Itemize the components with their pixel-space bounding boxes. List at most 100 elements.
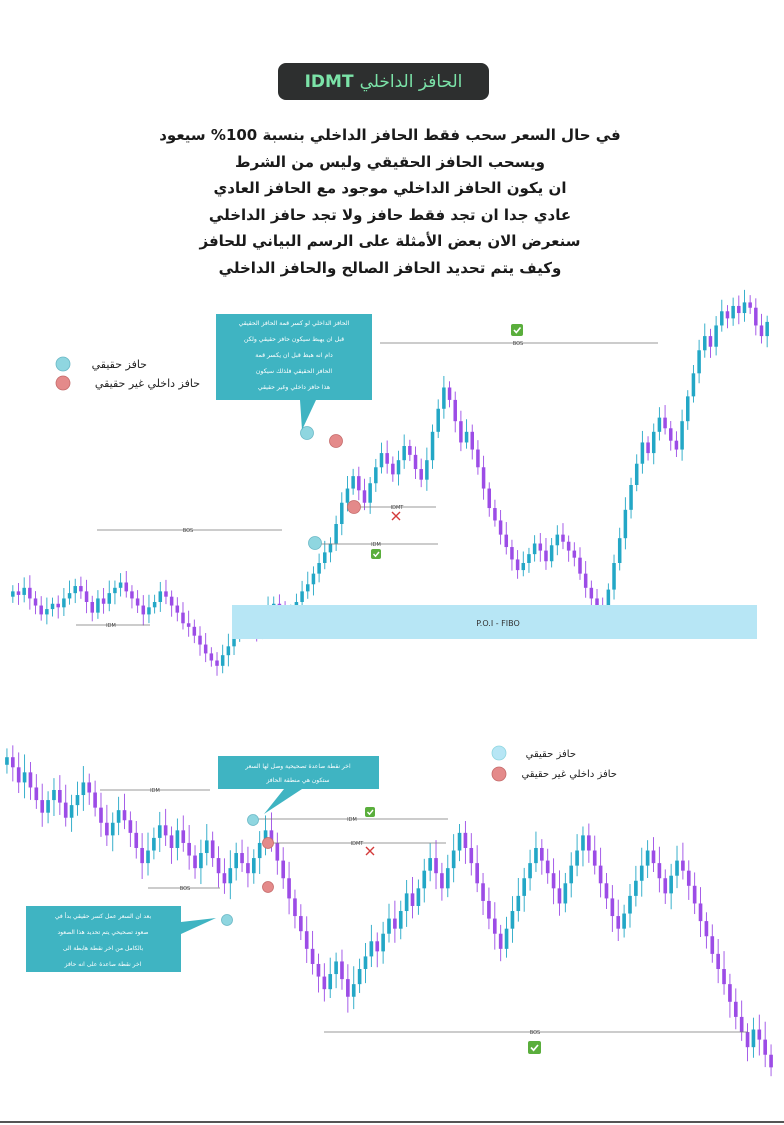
candle-bear [440, 873, 444, 889]
candle-bull [62, 598, 66, 608]
candle-bear [419, 469, 423, 480]
candle-bear [589, 587, 594, 599]
candle-bear [222, 873, 227, 884]
candle-bear [551, 873, 556, 889]
candle-bull [628, 895, 632, 914]
candle-bear [322, 976, 327, 990]
callout-line: اخر نقطة صاعدة تصحيحية وصل لها السعر [244, 763, 351, 770]
candle-bear [592, 850, 597, 866]
candle-bear [375, 941, 380, 952]
legend-true-icon [491, 745, 507, 761]
candle-bear [504, 534, 509, 548]
candle-bull [521, 563, 526, 571]
candle-bear [393, 918, 397, 929]
candle-bear [663, 878, 668, 894]
candle-bear [130, 591, 134, 599]
candle-bull [464, 431, 469, 443]
candle-bear [475, 863, 479, 884]
candle-bull [691, 373, 696, 397]
candle-bull [436, 408, 440, 432]
candle-bear [587, 835, 591, 851]
candle-bear [181, 830, 186, 843]
candle-bear [269, 830, 274, 843]
callout-line: بعد ان السعر عمل كسر حقيقي بدأ في [55, 912, 152, 920]
candle-bear [164, 591, 168, 597]
intro-line: ويسحب الحافز الحقيقي وليس من الشرط [235, 152, 545, 171]
legend-fake-label: حافز داخلي غير حقيقي [95, 377, 200, 390]
intro-line: في حال السعر سحب فقط الحافز الداخلي بنسب… [159, 126, 621, 144]
candle-bear [453, 399, 457, 422]
candle-bear [281, 860, 286, 879]
callout-line: هذا حافز داخلي وغير حقيقي [258, 384, 330, 391]
candle-bear [293, 898, 297, 917]
legend-true-icon [55, 356, 71, 372]
candle-bull [404, 893, 409, 912]
candle-bull [425, 460, 429, 480]
candle-bull [742, 302, 747, 314]
candle-bull [368, 483, 372, 503]
callout-box: الحافز الداخلي لو كسر قمة الحافز الحقيقي… [216, 314, 372, 430]
candle-bear [198, 635, 202, 645]
candle-bear [186, 623, 191, 627]
candle-bear [210, 840, 215, 859]
candle-bear [725, 311, 730, 319]
candle-bear [362, 490, 367, 503]
candle-bear [410, 893, 415, 906]
candle-bear [34, 787, 39, 801]
candle-bull [640, 442, 645, 464]
fake-idm-marker [329, 434, 343, 448]
candle-bull [146, 850, 150, 864]
candle-bear [470, 431, 474, 450]
candle-bull [714, 325, 718, 347]
legend-true-label: حافز حقيقي [92, 358, 147, 371]
callout-line: ستكون هي منطقة الحافز [265, 777, 329, 784]
true-idm-marker [221, 914, 233, 926]
candle-bear [134, 832, 139, 848]
callout-line: اخر نقطة صاعدة على انه حافز [64, 961, 142, 968]
candle-bear [557, 888, 562, 904]
candle-bull [430, 431, 435, 461]
candle-bear [413, 454, 418, 470]
idm-label-2: IDM [371, 542, 381, 548]
candle-bear [216, 858, 221, 874]
candle-bear [56, 603, 60, 608]
intro-text: في حال السعر سحب فقط الحافز الداخلي بنسب… [110, 122, 670, 281]
candle-bull [528, 863, 532, 879]
candle-bear [757, 1029, 762, 1040]
callout-line: قبل ان يهبط سيكون حافز حقيقي ولكن [244, 336, 344, 343]
candle-bull [232, 635, 236, 647]
candle-bull [555, 534, 560, 546]
candle-bear [447, 387, 452, 400]
candle-bear [481, 467, 486, 489]
candle-bear [566, 541, 571, 551]
bos-label-2: BOS [530, 1030, 540, 1036]
candle-bear [598, 865, 603, 884]
candle-bull [22, 587, 26, 595]
footer-divider [0, 1121, 784, 1123]
candle-bear [487, 900, 491, 919]
candle-bull [234, 853, 238, 869]
candle-bull [363, 956, 368, 970]
candle-bear [540, 847, 544, 861]
idmt-label: IDMT [391, 505, 405, 511]
candle-bull [731, 305, 735, 319]
candle-bull [522, 878, 527, 896]
candle-bull [534, 847, 538, 864]
candle-bull [110, 822, 115, 836]
candle-bull [334, 961, 338, 975]
callout-box-top: اخر نقطة صاعدة تصحيحية وصل لها السعر ستك… [218, 756, 379, 814]
intro-line: سنعرض الان بعض الأمثلة على الرسم البياني… [199, 232, 581, 250]
candle-bear [745, 1032, 750, 1048]
candle-bull [345, 488, 350, 503]
candle-bear [704, 921, 709, 937]
candle-bull [634, 463, 639, 485]
intro-line: وكيف يتم تحديد الحافز الصالح والحافز الد… [218, 258, 562, 277]
candle-bear [515, 559, 520, 571]
legend-fake-icon [491, 766, 507, 782]
candle-bull [328, 974, 333, 990]
candle-bear [748, 302, 752, 308]
check-icon [511, 324, 523, 336]
candle-bear [739, 1016, 744, 1033]
candle-bull [697, 350, 701, 374]
candle-bear [493, 508, 497, 521]
